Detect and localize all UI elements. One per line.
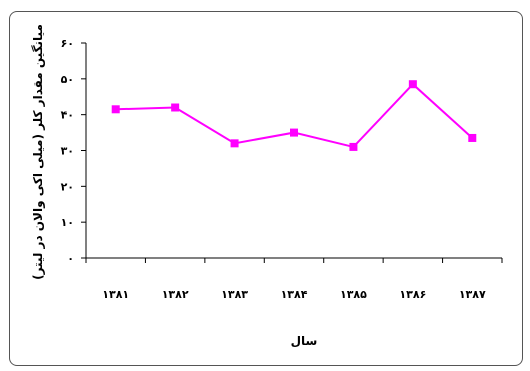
data-point-marker [230,139,239,148]
x-tick-label: ۱۳۸۷ [459,288,486,301]
y-tick-label: ۲۰ [61,180,74,193]
x-tick-label: ۱۳۸۱ [102,288,129,301]
series-line [115,82,473,149]
data-point-marker [349,142,358,151]
data-point-marker [111,105,120,114]
x-ticks: ۱۳۸۱ ۱۳۸۲ ۱۳۸۳ ۱۳۸۴ ۱۳۸۵ ۱۳۸۶ ۱۳۸۷ [85,258,503,301]
x-tick-label: ۱۳۸۳ [221,288,248,301]
y-tick-label: ۴۰ [61,109,74,122]
y-tick-label: ۵۰ [61,73,74,86]
x-tick-label: ۱۳۸۲ [162,288,189,301]
data-point-marker [171,103,180,112]
data-point-marker [290,128,298,137]
series [111,80,477,151]
y-ticks: ۰ ۱۰ ۲۰ ۳۰ ۴۰ ۵۰ ۶۰ [61,37,86,265]
x-tick-label: ۱۳۸۶ [399,288,426,301]
data-point-marker [408,80,417,89]
data-point-marker [468,133,477,142]
y-tick-label: ۶۰ [61,37,74,50]
y-tick-label: ۰ [67,252,74,265]
axes [85,43,502,259]
chart-frame [9,11,523,366]
y-axis-title: میانگین مقدار کلر (میلی اکی والان در لیت… [31,24,46,280]
y-tick-label: ۱۰ [61,216,74,229]
x-tick-label: ۱۳۸۴ [281,288,308,301]
x-axis-title: سال [291,334,318,348]
x-tick-label: ۱۳۸۵ [340,288,367,301]
y-tick-label: ۳۰ [61,145,74,158]
